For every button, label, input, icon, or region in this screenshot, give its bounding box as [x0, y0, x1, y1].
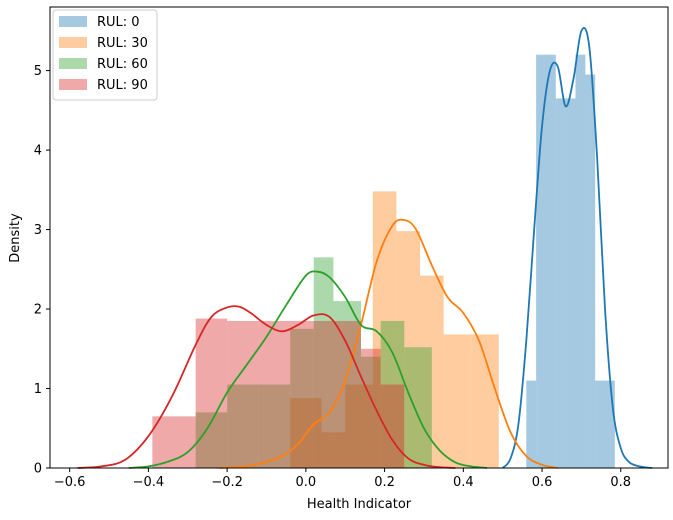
x-tick-label: 0.6 — [532, 475, 553, 490]
kde-curve-0 — [501, 27, 653, 469]
y-tick-label: 1 — [34, 382, 42, 397]
legend-label: RUL: 30 — [97, 36, 148, 51]
plot-layer — [77, 27, 653, 469]
kde-curve-2 — [128, 270, 488, 469]
y-tick-label: 5 — [34, 64, 42, 79]
legend-label: RUL: 0 — [97, 15, 140, 30]
hist-bar — [575, 54, 586, 468]
hist-bar — [471, 334, 499, 468]
ticks-layer: −0.6 −0.4 −0.2 0.0 0.2 0.4 0.6 0.8 0 1 2 3 4 5 — [34, 64, 631, 490]
hist-bar — [195, 318, 228, 468]
x-tick-label: −0.4 — [133, 475, 165, 490]
hist-bar — [227, 384, 259, 468]
hist-bar — [595, 380, 606, 468]
hist-bar — [360, 348, 381, 468]
hist-bar — [605, 380, 615, 468]
hist-bar — [555, 98, 566, 468]
x-tick-label: 0.2 — [374, 475, 395, 490]
hist-bar — [258, 320, 291, 468]
x-tick-label: 0.4 — [453, 475, 474, 490]
hist-bar — [313, 320, 334, 468]
legend-label: RUL: 90 — [97, 78, 148, 93]
x-tick-label: 0.8 — [610, 475, 631, 490]
hist-bar — [443, 334, 472, 468]
x-tick-label: −0.2 — [211, 475, 243, 490]
y-tick-label: 4 — [34, 144, 42, 159]
y-tick-label: 3 — [34, 223, 42, 238]
legend-swatch — [59, 16, 87, 27]
hist-bar — [536, 54, 546, 468]
hist-bar — [360, 356, 381, 468]
legend-swatch — [59, 37, 87, 48]
legend-swatch — [59, 58, 87, 69]
hist-bar — [526, 380, 537, 468]
hist-bar — [372, 191, 397, 468]
x-tick-label: −0.6 — [54, 475, 86, 490]
x-tick-label: 0.0 — [296, 475, 317, 490]
plot-frame — [49, 6, 669, 469]
hist-bar — [585, 74, 596, 468]
hist-bar — [290, 328, 314, 468]
y-tick-label: 2 — [34, 303, 42, 318]
legend-frame — [52, 9, 158, 101]
hist-bar — [420, 275, 444, 468]
hist-bar — [313, 257, 334, 468]
legend: RUL: 0 RUL: 30 RUL: 60 RUL: 90 — [52, 9, 158, 101]
kde-curve-1 — [219, 218, 558, 469]
hist-bar — [227, 320, 259, 468]
hist-bar — [404, 347, 432, 468]
hist-bar — [565, 98, 576, 468]
hist-bar — [290, 320, 314, 468]
hist-bar — [345, 384, 373, 468]
kde-curve-3 — [77, 305, 456, 469]
hist-bar — [321, 432, 346, 468]
histogram-series-0 — [526, 54, 615, 468]
legend-swatch — [59, 79, 87, 90]
y-axis-label: Density — [8, 213, 23, 263]
histogram-series-2 — [195, 257, 432, 468]
hist-bar — [545, 54, 556, 468]
x-axis-label: Health Indicator — [307, 497, 412, 512]
y-tick-label: 0 — [34, 462, 42, 477]
legend-label: RUL: 60 — [97, 57, 148, 72]
